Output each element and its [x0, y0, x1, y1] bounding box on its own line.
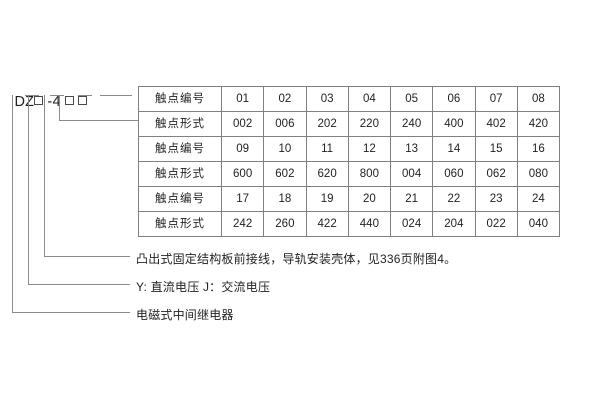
leader-vertical-2 — [28, 95, 30, 284]
cell: 402 — [474, 111, 518, 137]
cell: 04 — [347, 86, 392, 112]
table-row: 触点编号 01 02 03 04 05 06 07 08 — [138, 86, 561, 112]
cell: 002 — [220, 111, 265, 137]
cell: 440 — [347, 211, 392, 237]
annotation-relay-type-note: 电磁式中间继电器 — [136, 308, 234, 322]
cell: 060 — [432, 161, 476, 187]
leader-vertical-4 — [59, 95, 61, 121]
cell: 12 — [347, 136, 392, 162]
leader-tick-1 — [25, 95, 39, 97]
cell: 004 — [389, 161, 434, 187]
leader-horizontal-4 — [59, 120, 138, 122]
row-label: 触点编号 — [138, 136, 222, 162]
model-code-box-3 — [78, 96, 88, 105]
cell: 22 — [432, 186, 476, 212]
cell: 19 — [305, 186, 349, 212]
cell: 040 — [516, 211, 561, 237]
cell: 13 — [389, 136, 434, 162]
model-code-box-2 — [64, 96, 74, 105]
cell: 800 — [347, 161, 392, 187]
table-row: 触点形式 002 006 202 220 240 400 402 420 — [138, 111, 561, 137]
cell: 420 — [516, 111, 561, 137]
table-row: 触点形式 242 260 422 440 024 204 022 040 — [138, 211, 561, 237]
cell: 05 — [389, 86, 434, 112]
row-label: 触点形式 — [138, 111, 222, 137]
cell: 220 — [347, 111, 392, 137]
cell: 06 — [432, 86, 476, 112]
row-label: 触点形式 — [138, 211, 222, 237]
cell: 14 — [432, 136, 476, 162]
annotation-voltage-type-note: Y: 直流电压 J：交流电压 — [136, 280, 271, 294]
cell: 09 — [220, 136, 265, 162]
model-code-box-1 — [34, 96, 44, 105]
table-row: 触点编号 17 18 19 20 21 22 23 24 — [138, 186, 561, 212]
table-row: 触点编号 09 10 11 12 13 14 15 16 — [138, 136, 561, 162]
cell: 03 — [305, 86, 349, 112]
cell: 11 — [305, 136, 349, 162]
model-code-prefix: DZ — [14, 94, 35, 110]
cell: 422 — [305, 211, 349, 237]
cell: 08 — [516, 86, 561, 112]
leader-horizontal-2 — [28, 284, 130, 286]
cell: 240 — [389, 111, 434, 137]
leader-vertical-3 — [44, 95, 46, 256]
cell: 02 — [263, 86, 307, 112]
row-label: 触点编号 — [138, 186, 222, 212]
cell: 24 — [516, 186, 561, 212]
cell: 01 — [220, 86, 265, 112]
leader-tick-3 — [78, 95, 92, 97]
cell: 062 — [474, 161, 518, 187]
leader-horizontal-3 — [44, 256, 130, 258]
cell: 600 — [220, 161, 265, 187]
cell: 23 — [474, 186, 518, 212]
cell: 21 — [389, 186, 434, 212]
cell: 17 — [220, 186, 265, 212]
row-label: 触点编号 — [138, 86, 222, 112]
cell: 204 — [432, 211, 476, 237]
cell: 15 — [474, 136, 518, 162]
leader-vertical-1 — [12, 95, 14, 312]
table-row: 触点形式 600 602 620 800 004 060 062 080 — [138, 161, 561, 187]
cell: 07 — [474, 86, 518, 112]
cell: 006 — [263, 111, 307, 137]
contact-spec-table: 触点编号 01 02 03 04 05 06 07 08 触点形式 002 00… — [138, 86, 561, 237]
leader-tick-4 — [100, 95, 132, 97]
cell: 18 — [263, 186, 307, 212]
cell: 242 — [220, 211, 265, 237]
cell: 20 — [347, 186, 392, 212]
cell: 16 — [516, 136, 561, 162]
cell: 400 — [432, 111, 476, 137]
cell: 260 — [263, 211, 307, 237]
row-label: 触点形式 — [138, 161, 222, 187]
cell: 10 — [263, 136, 307, 162]
model-code-middle: -4 — [43, 94, 65, 110]
cell: 202 — [305, 111, 349, 137]
cell: 620 — [305, 161, 349, 187]
cell: 022 — [474, 211, 518, 237]
cell: 024 — [389, 211, 434, 237]
model-code: DZ -4 — [6, 78, 88, 110]
cell: 080 — [516, 161, 561, 187]
leader-tick-2 — [50, 95, 64, 97]
cell: 602 — [263, 161, 307, 187]
annotation-contact-form-note: 凸出式固定结构板前接线，导轨安装壳体，见336页附图4。 — [136, 252, 457, 266]
leader-horizontal-1 — [12, 312, 130, 314]
